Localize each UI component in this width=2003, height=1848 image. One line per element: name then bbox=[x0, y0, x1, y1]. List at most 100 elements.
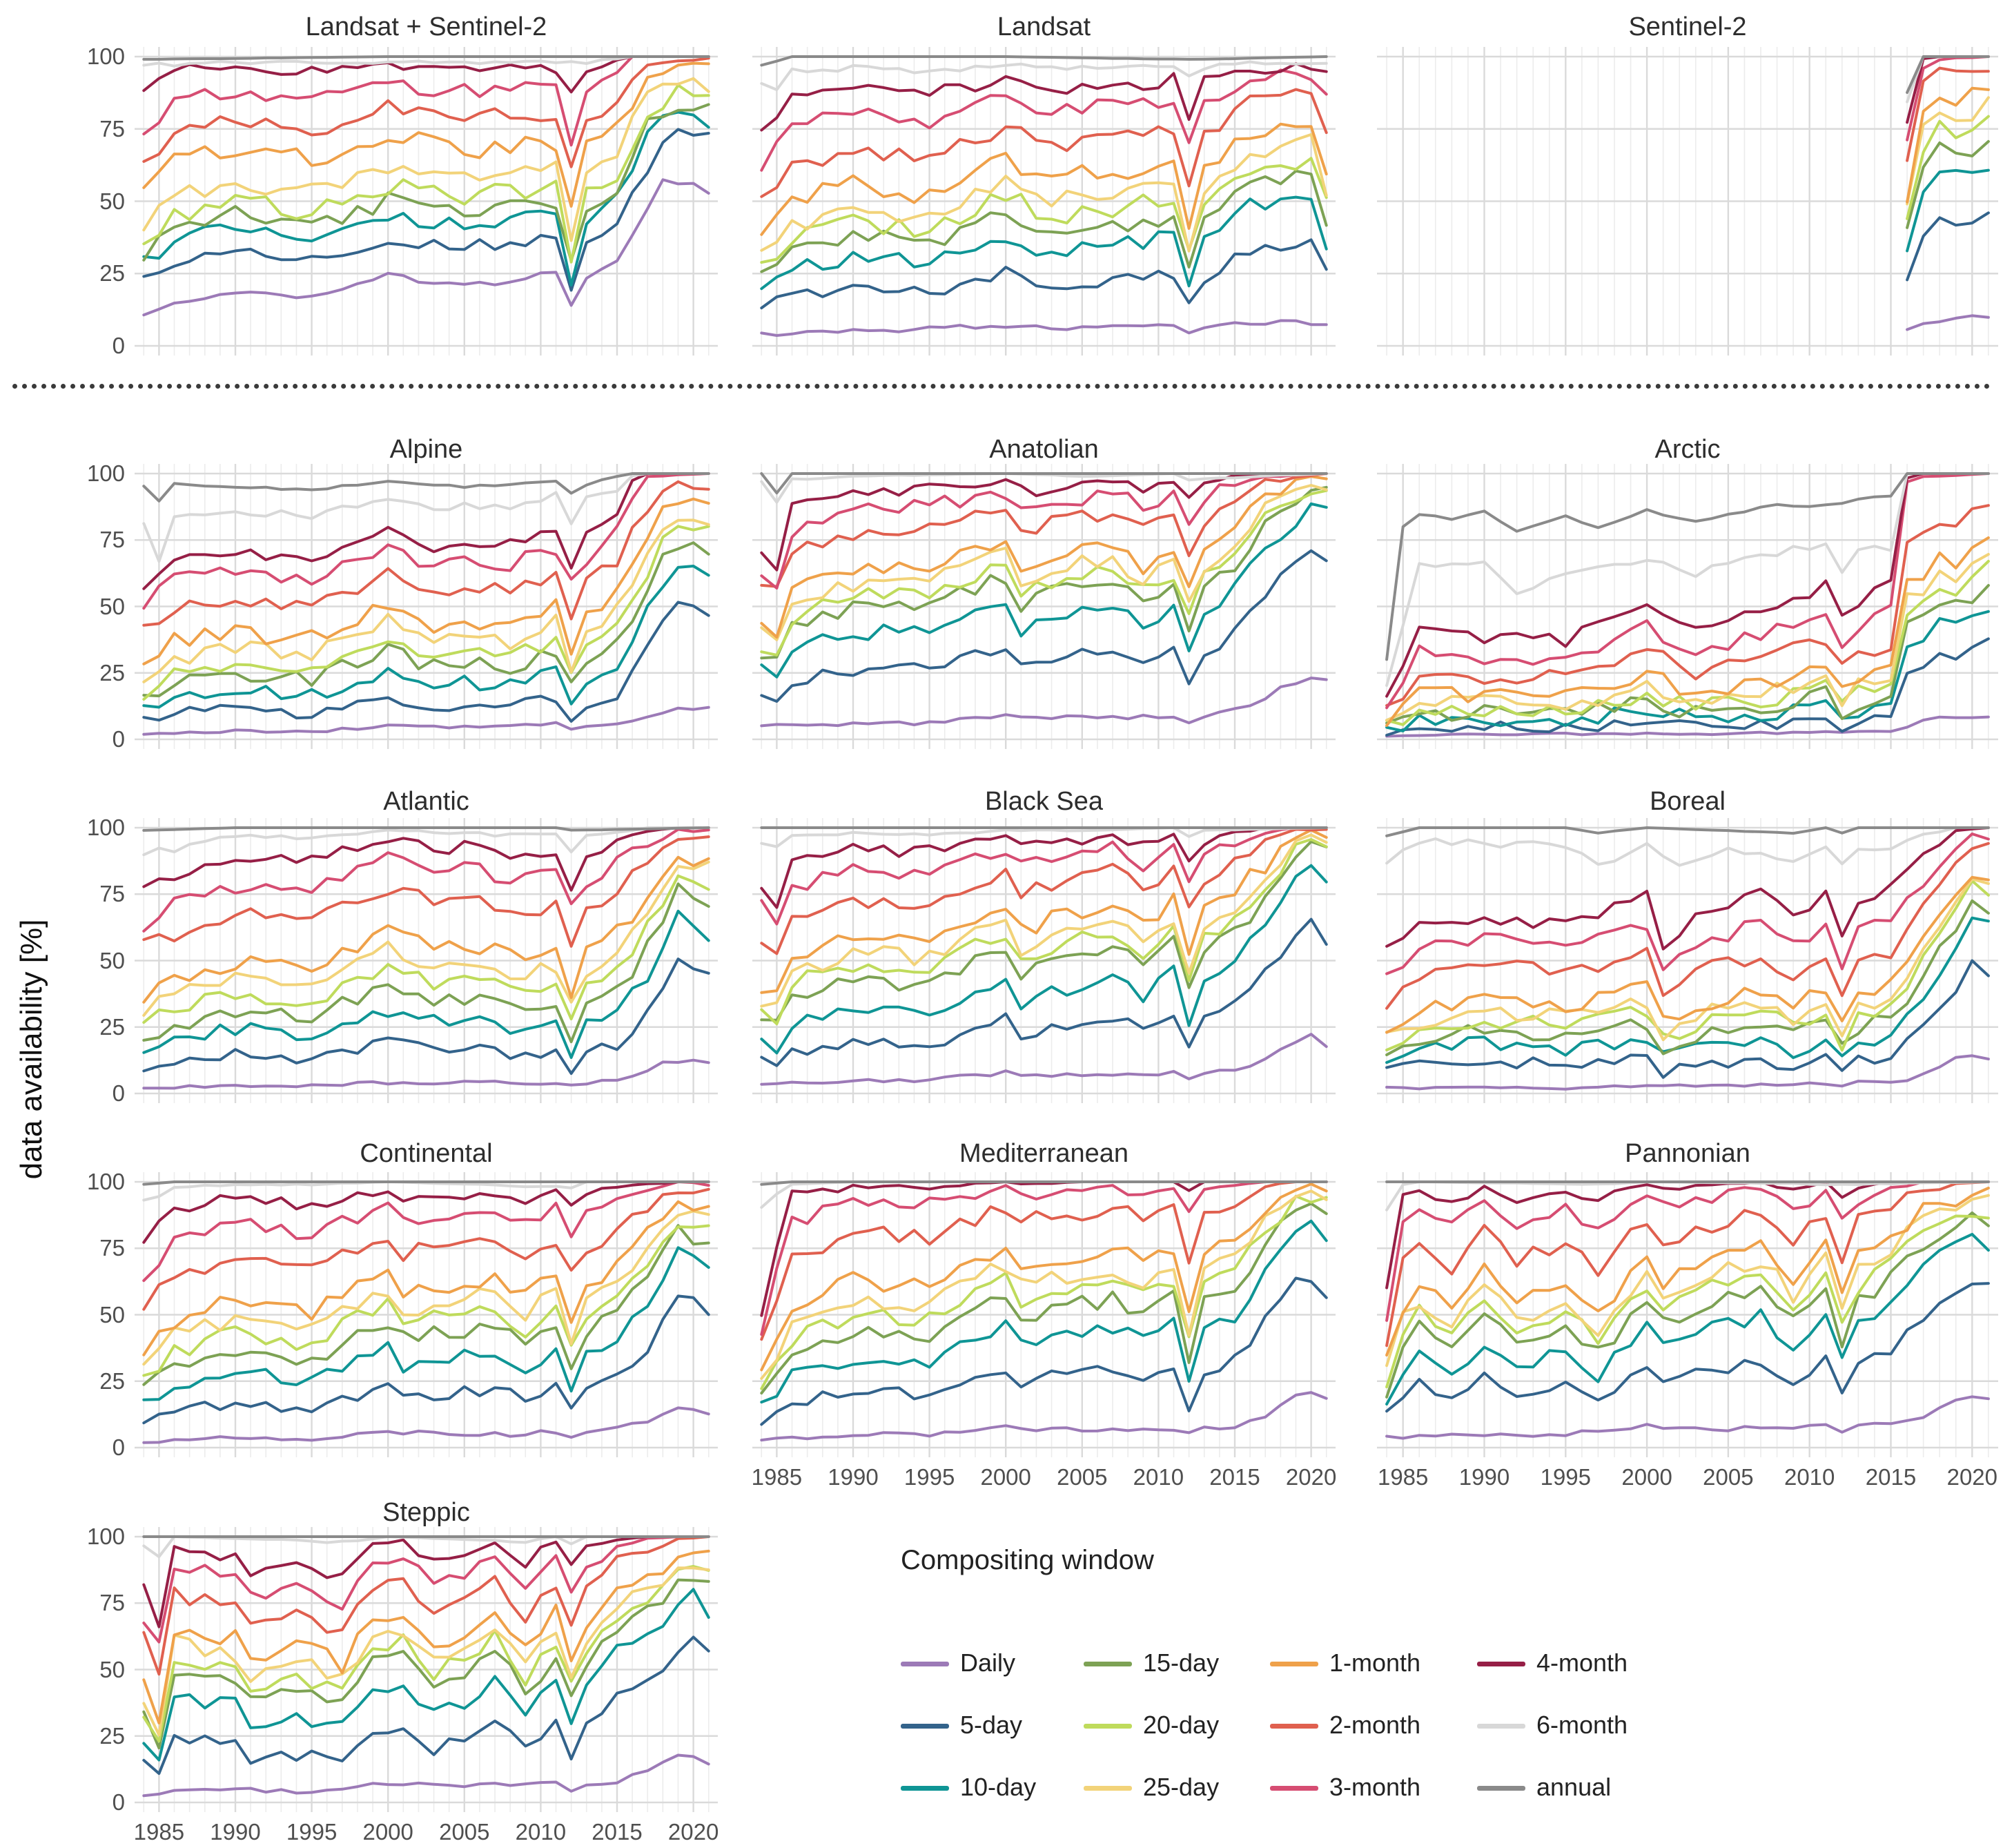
daily-line bbox=[1385, 1395, 1990, 1440]
2-month-line bbox=[1385, 1180, 1990, 1348]
25-day-line bbox=[760, 133, 1328, 253]
25-day-line bbox=[760, 833, 1328, 1008]
annual-line bbox=[760, 1180, 1328, 1186]
y-axis-tick-label: 0 bbox=[112, 1789, 125, 1815]
2-month-line bbox=[142, 1187, 710, 1311]
3-month-line bbox=[1385, 472, 1990, 710]
25-day-line bbox=[1906, 96, 1990, 206]
5-day-line bbox=[142, 957, 710, 1076]
legend-label: 25-day bbox=[1143, 1773, 1220, 1801]
daily-line bbox=[1385, 715, 1990, 738]
panel-title-alpine: Alpine bbox=[389, 435, 463, 464]
y-axis-tick-label: 25 bbox=[99, 260, 125, 286]
panel-chart-landsat-sentinel-2 bbox=[135, 47, 718, 356]
panel-title-mediterranean: Mediterranean bbox=[959, 1139, 1129, 1168]
6-month-line bbox=[760, 60, 1328, 91]
annual-line bbox=[760, 55, 1328, 67]
legend-item-4-month: 4-month bbox=[1477, 1648, 1650, 1679]
x-axis-tick-label: 2005 bbox=[1057, 1464, 1108, 1490]
5-day-line bbox=[760, 1276, 1328, 1426]
20-day-line bbox=[1385, 560, 1990, 726]
panel-chart-mediterranean bbox=[752, 1172, 1336, 1457]
x-axis-tick-label: 1995 bbox=[286, 1819, 338, 1845]
legend-swatch-5-day bbox=[901, 1724, 949, 1729]
25-day-line bbox=[760, 484, 1328, 641]
15-day-line bbox=[142, 1224, 710, 1386]
1-month-line bbox=[760, 1183, 1328, 1372]
15-day-line bbox=[1906, 139, 1990, 229]
panel-chart-arctic bbox=[1377, 464, 1998, 749]
5-day-line bbox=[760, 238, 1328, 310]
20-day-line bbox=[142, 84, 710, 264]
panel-chart-anatolian bbox=[752, 464, 1336, 749]
x-axis-tick-label: 2010 bbox=[1133, 1464, 1184, 1490]
legend-label: 4-month bbox=[1536, 1648, 1628, 1677]
4-month-line bbox=[760, 826, 1328, 909]
25-day-line bbox=[142, 518, 710, 683]
x-axis-tick-label: 1985 bbox=[751, 1464, 803, 1490]
3-month-line bbox=[1385, 833, 1990, 975]
y-axis-tick-label: 25 bbox=[99, 659, 125, 685]
y-axis-tick-label: 0 bbox=[112, 726, 125, 752]
y-axis-tick-label: 75 bbox=[99, 881, 125, 907]
3-month-line bbox=[142, 1180, 710, 1283]
panel-chart-pannonian bbox=[1377, 1172, 1998, 1457]
daily-line bbox=[760, 1033, 1328, 1086]
y-axis-tick-label: 50 bbox=[99, 947, 125, 973]
panel-title-pannonian: Pannonian bbox=[1625, 1139, 1750, 1168]
daily-line bbox=[1385, 1054, 1990, 1091]
y-axis-tick-label: 0 bbox=[112, 333, 125, 358]
panel-chart-boreal bbox=[1377, 818, 1998, 1103]
daily-line bbox=[142, 1406, 710, 1444]
panel-chart-black-sea bbox=[752, 818, 1336, 1103]
y-axis-tick-label: 100 bbox=[86, 1169, 125, 1194]
4-month-line bbox=[760, 62, 1328, 132]
legend-title: Compositing window bbox=[901, 1545, 1154, 1575]
annual-line bbox=[142, 1180, 710, 1186]
15-day-line bbox=[1385, 584, 1990, 725]
25-day-line bbox=[1385, 877, 1990, 1042]
y-axis-tick-label: 75 bbox=[99, 527, 125, 553]
legend-label: Daily bbox=[960, 1648, 1016, 1677]
y-axis-tick-label: 25 bbox=[99, 1722, 125, 1749]
legend-label: 10-day bbox=[960, 1773, 1037, 1801]
10-day-line bbox=[142, 1246, 710, 1401]
20-day-line bbox=[142, 525, 710, 701]
annual-line bbox=[142, 55, 710, 61]
3-month-line bbox=[760, 472, 1328, 590]
20-day-line bbox=[1385, 879, 1990, 1052]
5-day-line bbox=[142, 128, 710, 292]
20-day-line bbox=[142, 874, 710, 1024]
3-month-line bbox=[142, 1535, 710, 1644]
1-month-line bbox=[142, 1200, 710, 1356]
5-day-line bbox=[142, 1294, 710, 1425]
1-month-line bbox=[1385, 875, 1990, 1034]
legend-swatch-6-month bbox=[1477, 1724, 1525, 1729]
1-month-line bbox=[142, 61, 710, 208]
4-month-line bbox=[760, 472, 1328, 572]
15-day-line bbox=[142, 103, 710, 262]
15-day-line bbox=[1385, 1211, 1990, 1399]
y-axis-tick-label: 75 bbox=[99, 1590, 125, 1616]
5-day-line bbox=[1385, 637, 1990, 737]
legend-label: 3-month bbox=[1329, 1773, 1421, 1801]
1-month-line bbox=[142, 855, 710, 1004]
legend-item-daily: Daily bbox=[901, 1648, 1073, 1679]
daily-line bbox=[142, 178, 710, 317]
x-axis-tick-label: 1985 bbox=[1377, 1464, 1429, 1490]
panel-title-landsat-sentinel-2: Landsat + Sentinel-2 bbox=[305, 12, 547, 41]
legend-item-10-day: 10-day bbox=[901, 1773, 1073, 1803]
2-month-line bbox=[760, 88, 1328, 198]
2-month-line bbox=[142, 1535, 710, 1676]
x-axis-tick-label: 1995 bbox=[1540, 1464, 1592, 1490]
y-axis-tick-label: 100 bbox=[86, 1524, 125, 1549]
20-day-line bbox=[142, 1565, 710, 1743]
x-axis-tick-label: 1995 bbox=[903, 1464, 955, 1490]
legend-swatch-25-day bbox=[1084, 1786, 1132, 1791]
10-day-line bbox=[1906, 168, 1990, 253]
legend-swatch-daily bbox=[901, 1662, 949, 1666]
25-day-line bbox=[1385, 1194, 1990, 1368]
3-month-line bbox=[760, 68, 1328, 172]
20-day-line bbox=[1385, 1214, 1990, 1389]
4-month-line bbox=[1385, 472, 1990, 698]
